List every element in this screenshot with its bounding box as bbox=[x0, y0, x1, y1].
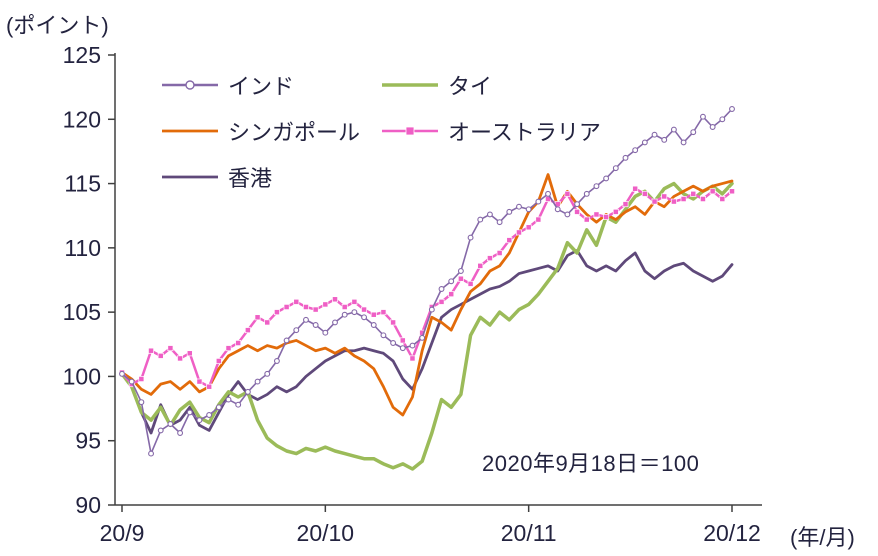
base-index-annotation: 2020年9月18日＝100 bbox=[482, 451, 700, 476]
svg-text:115: 115 bbox=[64, 171, 101, 197]
svg-text:120: 120 bbox=[63, 106, 101, 132]
legend: インド タイ シンガポール オーストラリア 香港 bbox=[160, 72, 601, 191]
legend-label-singapore: シンガポール bbox=[228, 120, 361, 145]
svg-text:20/9: 20/9 bbox=[100, 520, 145, 546]
svg-text:20/12: 20/12 bbox=[703, 520, 761, 546]
y-axis-unit-label: (ポイント) bbox=[6, 13, 109, 38]
svg-text:90: 90 bbox=[75, 492, 101, 518]
x-axis-unit-label: (年/月) bbox=[790, 525, 855, 550]
svg-text:105: 105 bbox=[63, 299, 101, 325]
legend-marker-hongkong-icon bbox=[160, 169, 220, 185]
legend-label-australia: オーストラリア bbox=[448, 120, 601, 145]
legend-marker-singapore-icon bbox=[160, 123, 220, 139]
legend-item-thailand: タイ bbox=[380, 72, 601, 99]
legend-label-thailand: タイ bbox=[448, 74, 493, 99]
svg-text:110: 110 bbox=[64, 235, 101, 261]
legend-item-india: インド bbox=[160, 72, 380, 99]
svg-text:125: 125 bbox=[63, 42, 101, 68]
legend-marker-australia-icon bbox=[380, 123, 440, 139]
legend-marker-thailand-icon bbox=[380, 77, 440, 93]
legend-item-hongkong: 香港 bbox=[160, 164, 380, 191]
legend-item-australia: オーストラリア bbox=[380, 118, 601, 145]
svg-text:100: 100 bbox=[63, 363, 101, 389]
legend-item-singapore: シンガポール bbox=[160, 118, 380, 145]
svg-text:95: 95 bbox=[75, 428, 101, 454]
svg-text:20/10: 20/10 bbox=[297, 520, 355, 546]
legend-label-hongkong: 香港 bbox=[228, 166, 273, 191]
svg-text:20/11: 20/11 bbox=[501, 520, 557, 546]
legend-marker-india-icon bbox=[160, 77, 220, 93]
legend-label-india: インド bbox=[228, 74, 295, 99]
